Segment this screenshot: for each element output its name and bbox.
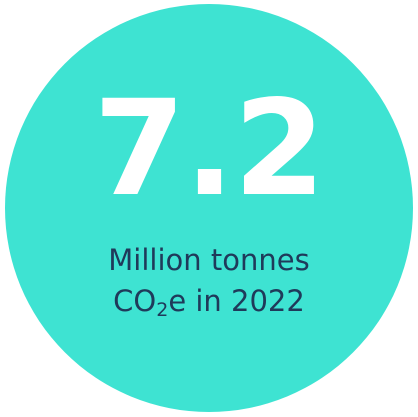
co2-subscript: 2 xyxy=(156,299,169,321)
stat-value: 7.2 xyxy=(93,72,326,226)
stat-circle: 7.2 Million tonnes CO2e in 2022 xyxy=(5,4,413,412)
stat-caption-line2: CO2e in 2022 xyxy=(108,281,309,322)
stat-caption-line1: Million tonnes xyxy=(108,243,310,277)
caption-line2-suffix: e in 2022 xyxy=(168,284,305,318)
co2-prefix: CO xyxy=(113,284,157,318)
stat-caption: Million tonnes CO2e in 2022 xyxy=(108,240,309,322)
